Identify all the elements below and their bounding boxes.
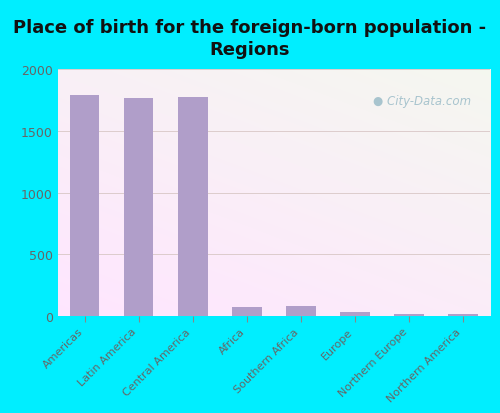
Bar bbox=[448, 315, 478, 316]
Text: ● City-Data.com: ● City-Data.com bbox=[373, 95, 472, 108]
Bar bbox=[232, 307, 262, 316]
Bar bbox=[70, 96, 100, 316]
Bar bbox=[124, 99, 154, 316]
Bar bbox=[178, 97, 208, 316]
Bar bbox=[394, 314, 424, 316]
Bar bbox=[340, 312, 370, 316]
Bar bbox=[286, 306, 316, 316]
Text: Place of birth for the foreign-born population -
Regions: Place of birth for the foreign-born popu… bbox=[14, 19, 486, 59]
